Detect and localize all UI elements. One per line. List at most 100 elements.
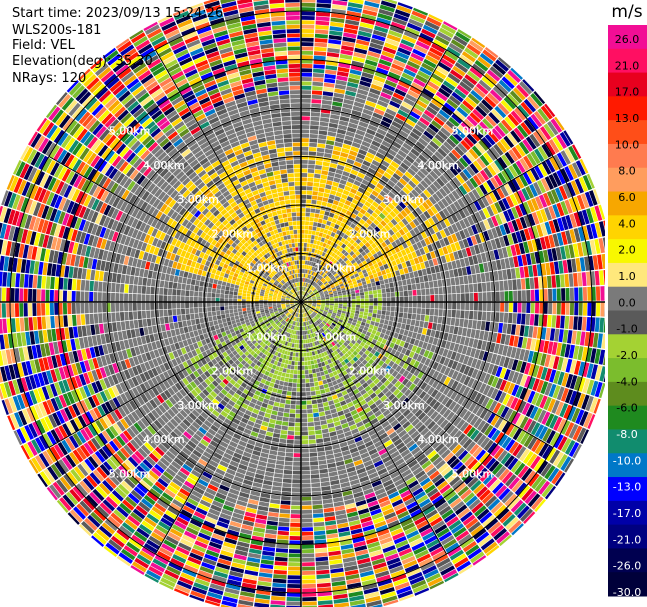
velocity-cell xyxy=(367,148,377,156)
velocity-cell xyxy=(553,434,564,449)
velocity-cell xyxy=(477,283,483,292)
velocity-cell xyxy=(560,274,565,288)
velocity-cell xyxy=(582,378,591,394)
velocity-cell xyxy=(301,85,312,90)
velocity-cell xyxy=(526,169,536,183)
velocity-cell xyxy=(344,135,354,142)
velocity-cell xyxy=(450,351,457,361)
velocity-cell xyxy=(478,121,491,133)
velocity-cell xyxy=(311,90,323,95)
velocity-cell xyxy=(466,266,472,275)
velocity-cell xyxy=(464,257,470,267)
velocity-cell xyxy=(509,90,523,104)
velocity-cell xyxy=(426,105,438,116)
velocity-cell xyxy=(391,297,396,302)
velocity-cell xyxy=(413,198,422,207)
velocity-cell xyxy=(324,78,336,84)
velocity-cell xyxy=(315,209,321,214)
velocity-cell xyxy=(515,360,523,372)
velocity-cell xyxy=(471,368,479,379)
velocity-cell xyxy=(312,77,324,82)
velocity-cell xyxy=(476,339,483,350)
velocity-cell xyxy=(335,137,344,144)
velocity-cell xyxy=(428,196,437,205)
velocity-cell xyxy=(303,291,306,296)
velocity-cell xyxy=(311,195,318,200)
velocity-cell xyxy=(532,131,544,145)
velocity-cell xyxy=(292,352,296,357)
velocity-cell xyxy=(380,220,387,227)
velocity-cell xyxy=(453,343,460,352)
velocity-cell xyxy=(367,245,374,252)
velocity-cell xyxy=(363,136,373,144)
velocity-cell xyxy=(506,346,513,358)
velocity-cell xyxy=(282,368,287,373)
velocity-cell xyxy=(350,275,355,280)
velocity-cell xyxy=(446,278,451,287)
velocity-cell xyxy=(308,302,313,304)
velocity-cell xyxy=(317,218,323,224)
velocity-cell xyxy=(426,208,435,217)
velocity-cell xyxy=(405,356,413,364)
velocity-cell xyxy=(373,305,378,310)
velocity-cell xyxy=(312,281,316,286)
velocity-cell xyxy=(345,181,353,188)
velocity-cell xyxy=(469,112,481,124)
velocity-cell xyxy=(507,233,514,246)
velocity-cell xyxy=(438,247,445,257)
velocity-cell xyxy=(566,182,576,197)
velocity-cell xyxy=(415,283,421,290)
velocity-cell xyxy=(387,180,396,188)
velocity-cell xyxy=(432,322,438,331)
velocity-cell xyxy=(284,461,293,466)
velocity-cell xyxy=(502,345,509,356)
velocity-cell xyxy=(404,349,411,357)
velocity-cell xyxy=(323,153,332,159)
velocity-cell xyxy=(430,251,436,259)
velocity-cell xyxy=(393,253,399,260)
velocity-cell xyxy=(331,154,340,160)
velocity-cell xyxy=(312,302,317,304)
velocity-cell xyxy=(507,358,515,370)
velocity-cell xyxy=(384,231,391,239)
velocity-cell xyxy=(497,172,507,185)
velocity-cell xyxy=(400,249,407,257)
velocity-cell xyxy=(517,302,522,313)
velocity-cell xyxy=(373,293,378,298)
velocity-cell xyxy=(366,55,379,63)
velocity-cell xyxy=(519,325,525,337)
velocity-cell xyxy=(495,59,509,72)
velocity-cell xyxy=(361,13,377,21)
velocity-cell xyxy=(462,154,472,165)
velocity-cell xyxy=(431,73,445,83)
velocity-cell xyxy=(571,407,581,423)
velocity-cell xyxy=(548,234,556,248)
velocity-cell xyxy=(374,276,380,282)
velocity-cell xyxy=(326,135,336,142)
velocity-cell xyxy=(451,370,459,380)
velocity-cell xyxy=(336,313,341,317)
velocity-cell xyxy=(582,174,593,191)
velocity-cell xyxy=(426,80,440,91)
velocity-cell xyxy=(507,180,517,193)
velocity-cell xyxy=(316,298,321,301)
velocity-cell xyxy=(455,362,463,372)
velocity-cell xyxy=(369,193,377,201)
velocity-cell xyxy=(524,362,531,375)
velocity-cell xyxy=(541,411,551,425)
velocity-cell xyxy=(313,64,325,69)
velocity-cell xyxy=(533,91,546,105)
velocity-cell xyxy=(367,328,373,333)
velocity-cell xyxy=(409,131,420,141)
velocity-cell xyxy=(322,233,327,239)
velocity-cell xyxy=(530,252,537,265)
velocity-cell xyxy=(273,477,283,483)
velocity-cell xyxy=(581,241,588,256)
velocity-cell xyxy=(374,233,381,240)
velocity-cell xyxy=(412,295,417,302)
velocity-cell xyxy=(569,375,578,390)
velocity-cell xyxy=(485,321,491,331)
velocity-cell xyxy=(360,305,365,309)
velocity-cell xyxy=(358,148,368,156)
velocity-cell xyxy=(368,290,373,295)
